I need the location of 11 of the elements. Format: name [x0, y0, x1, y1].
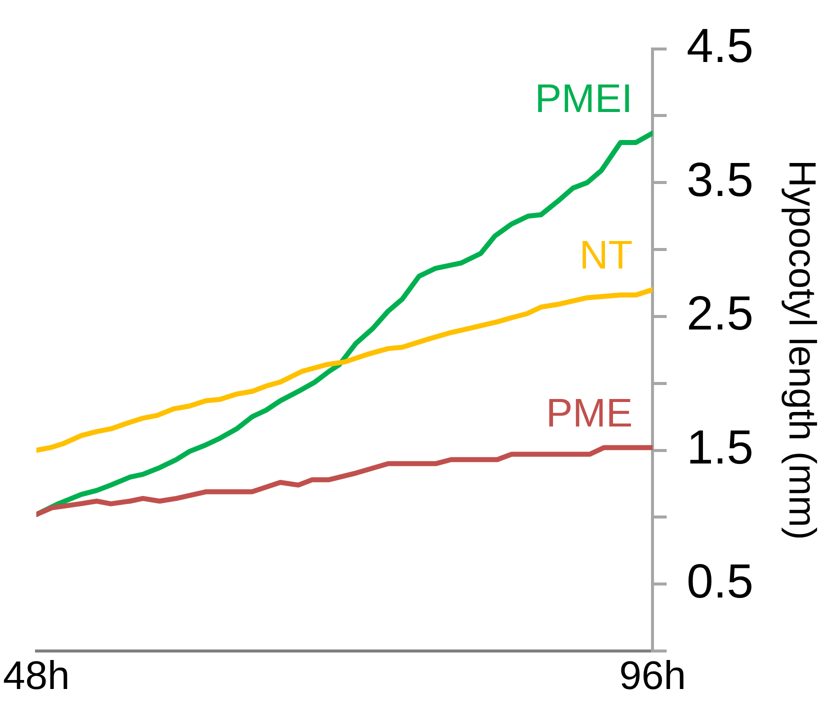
- y-tick-label: 4.5: [686, 20, 754, 74]
- y-tick-label: 0.5: [686, 555, 754, 608]
- series-label: NT: [579, 234, 633, 278]
- x-tick-label: 48h: [2, 654, 70, 698]
- y-tick-label: 3.5: [686, 154, 754, 207]
- y-tick-label: 1.5: [686, 422, 754, 474]
- x-tick-label: 96h: [619, 654, 686, 698]
- y-tick-label: 2.5: [686, 288, 754, 341]
- series-label: PME: [546, 392, 633, 436]
- series-label: PMEI: [534, 77, 633, 122]
- y-axis-title: Hypocotyl length (mm): [780, 160, 823, 540]
